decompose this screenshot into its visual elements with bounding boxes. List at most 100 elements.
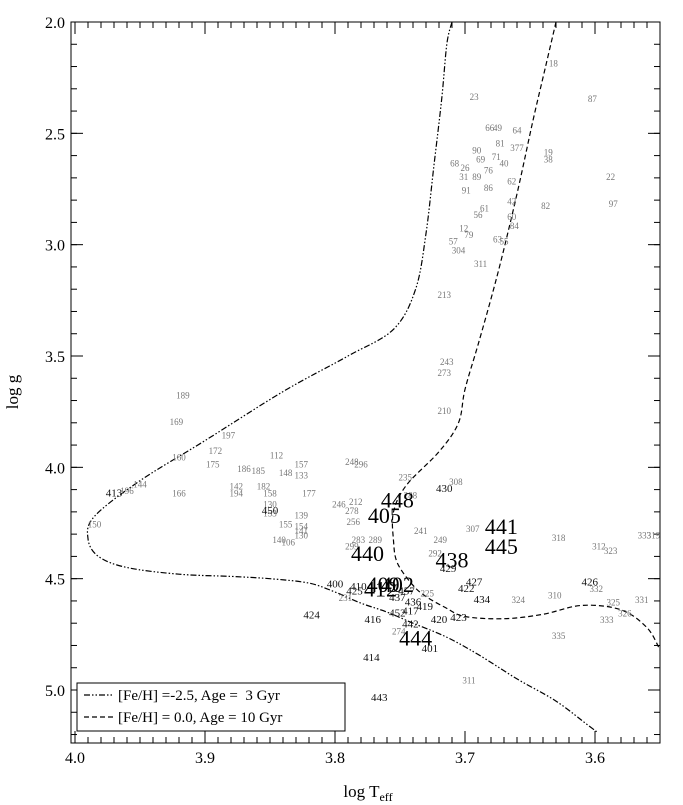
star-label-big: 409 <box>367 572 400 597</box>
star-label-small: 225 <box>421 589 435 599</box>
star-label-small: 148 <box>279 468 293 478</box>
star-label-big: 438 <box>436 548 469 573</box>
x-tick-label: 3.9 <box>195 750 215 767</box>
star-label-small: 68 <box>450 159 460 169</box>
star-label-small: 82 <box>541 201 550 211</box>
star-label-small: 307 <box>466 524 480 534</box>
star-label-medium: 420 <box>431 614 448 626</box>
star-label-small: 333 <box>600 615 614 625</box>
star-label-medium: 450 <box>262 505 279 517</box>
star-label-small: 175 <box>206 459 220 469</box>
star-label-medium: 401 <box>422 643 439 655</box>
star-label-medium: 414 <box>363 652 380 664</box>
star-label-small: 289 <box>369 535 383 545</box>
star-label-medium: 430 <box>436 483 453 495</box>
star-label-small: 157 <box>294 459 308 469</box>
star-label-big: 444 <box>399 626 432 651</box>
star-label-small: 56 <box>474 210 484 220</box>
star-label-medium: 442 <box>402 619 419 631</box>
star-label-small: 91 <box>462 186 471 196</box>
legend-entry-2: [Fe/H] = 0.0, Age = 10 Gyr <box>118 710 282 726</box>
star-label-small: 144 <box>133 479 147 489</box>
star-label-small: 155 <box>279 520 293 530</box>
star-label-medium: 422 <box>458 583 475 595</box>
star-label-small: 139 <box>294 511 308 521</box>
star-label-small: 84 <box>510 221 520 231</box>
star-label-small: 304 <box>452 246 466 256</box>
star-label-small: 62 <box>507 177 516 187</box>
star-label-small: 292 <box>428 548 442 558</box>
isochrone-solar-10gyr <box>391 21 661 651</box>
y-tick-label: 3.5 <box>45 349 65 366</box>
star-label-small: 141 <box>294 526 308 536</box>
star-label-small: 274 <box>392 626 406 636</box>
star-label-small: 130 <box>263 499 277 509</box>
star-label-small: 38 <box>544 154 554 164</box>
star-label-small: 90 <box>472 145 482 155</box>
star-label-small: 318 <box>552 533 566 543</box>
star-label-small: 61 <box>480 203 489 213</box>
star-label-small: 158 <box>263 488 277 498</box>
star-label-medium: 457 <box>398 585 415 597</box>
star-label-small: 185 <box>252 466 266 476</box>
star-label-small: 197 <box>222 430 236 440</box>
star-label-small: 42 <box>507 197 516 207</box>
y-axis-label: log g <box>3 374 22 409</box>
star-label-small: 186 <box>237 464 251 474</box>
star-label-medium: 413 <box>106 487 123 499</box>
star-label-small: 130 <box>294 531 308 541</box>
star-label-small: 166 <box>172 488 186 498</box>
star-label-medium: 436 <box>405 596 422 608</box>
x-axis-label: log Teff <box>343 782 392 804</box>
star-label-small: 243 <box>440 357 454 367</box>
y-tick-label: 4.0 <box>45 460 65 477</box>
star-label-small: 182 <box>257 482 271 492</box>
y-tick-label: 5.0 <box>45 683 65 700</box>
star-label-small: 97 <box>609 199 619 209</box>
x-axis-label-subscript: eff <box>379 790 392 804</box>
star-label-small: 335 <box>552 631 566 641</box>
star-label-small: 308 <box>449 477 463 487</box>
star-label-small: 325 <box>606 597 620 607</box>
star-label-medium: 423 <box>450 612 467 624</box>
y-tick-label: 2.0 <box>45 15 65 32</box>
star-label-big: 405 <box>368 503 401 528</box>
star-label-small: 332 <box>590 584 604 594</box>
y-tick-label: 3.0 <box>45 238 65 255</box>
star-label-small: 283 <box>352 535 366 545</box>
star-label-medium: 437 <box>389 592 406 604</box>
star-label-small: 246 <box>332 499 346 509</box>
star-label-small: 312 <box>592 542 606 552</box>
star-label-medium: 416 <box>364 614 381 626</box>
star-label-medium: 400 <box>327 579 344 591</box>
star-label-small: 212 <box>349 497 363 507</box>
star-label-small: 23 <box>470 92 480 102</box>
star-label-small: 333 <box>638 531 652 541</box>
star-label-medium: 419 <box>416 601 433 613</box>
star-label-small: 299 <box>345 542 359 552</box>
star-label-small: 40 <box>500 159 510 169</box>
isochrone-metalpoor-3gyr <box>86 21 598 733</box>
star-label-small: 311 <box>462 675 475 685</box>
star-label-small: 19 <box>544 148 554 158</box>
star-label-big: 402 <box>381 572 414 597</box>
star-label-small: 142 <box>229 482 243 492</box>
star-label-small: 26 <box>461 163 471 173</box>
star-label-small: 86 <box>484 183 494 193</box>
star-label-small: 18 <box>549 59 559 69</box>
star-label-small: 326 <box>618 609 632 619</box>
y-tick-label: 2.5 <box>45 126 65 143</box>
star-label-small: 112 <box>270 450 283 460</box>
y-tick-label: 4.5 <box>45 572 65 589</box>
star-label-medium: 429 <box>440 563 457 575</box>
star-label-small: 154 <box>294 522 308 532</box>
star-label-medium: 424 <box>303 610 320 622</box>
star-label-medium: 427 <box>466 576 483 588</box>
star-label-small: 235 <box>398 473 412 483</box>
star-label-small: 231 <box>339 593 353 603</box>
star-label-small: 81 <box>496 139 505 149</box>
star-label-small: 196 <box>120 486 134 496</box>
star-label-medium: 426 <box>582 576 599 588</box>
